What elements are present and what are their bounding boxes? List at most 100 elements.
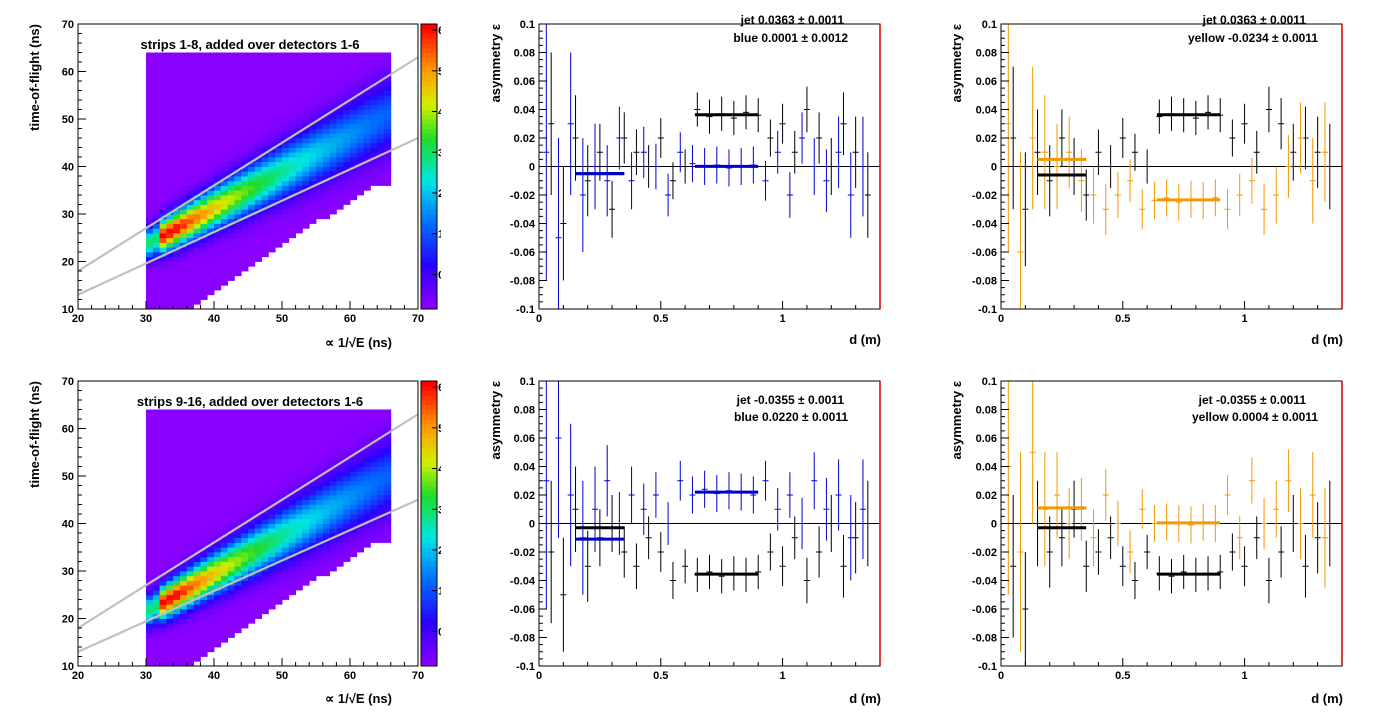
heatmap-cell xyxy=(288,185,296,191)
heatmap-cell xyxy=(350,180,358,186)
heatmap-cell xyxy=(302,499,310,505)
heatmap-cell xyxy=(152,514,160,520)
heatmap-cell xyxy=(288,209,296,215)
heatmap-cell xyxy=(356,52,364,58)
heatmap-cell xyxy=(159,485,167,491)
heatmap-cell xyxy=(173,204,181,210)
heatmap-cell xyxy=(302,218,310,224)
heatmap-cell xyxy=(227,552,235,558)
heatmap-cell xyxy=(173,499,181,505)
heatmap-cell xyxy=(329,419,337,425)
heatmap-cell xyxy=(275,166,283,172)
heatmap-cell xyxy=(329,542,337,548)
cut-line-2 xyxy=(77,137,419,296)
heatmap-cell xyxy=(146,476,154,482)
heatmap-cell xyxy=(180,537,188,543)
heatmap-cell xyxy=(220,161,228,167)
heatmap-cell xyxy=(316,166,324,172)
heatmap-cell xyxy=(193,599,201,605)
heatmap-cell xyxy=(343,176,351,182)
heatmap-cell xyxy=(261,52,269,58)
heatmap-cell xyxy=(336,109,344,115)
heatmap-cell xyxy=(186,233,194,239)
heatmap-cell xyxy=(288,157,296,163)
heatmap-cell xyxy=(295,419,303,425)
heatmap-cell xyxy=(180,656,188,662)
heatmap-cell xyxy=(146,599,154,605)
heatmap-cell xyxy=(166,147,174,153)
heatmap-cell xyxy=(370,461,378,467)
heatmap-cell xyxy=(282,504,290,510)
heatmap-cell xyxy=(261,485,269,491)
cut-line-1 xyxy=(77,413,419,629)
heatmap-cell xyxy=(241,85,249,91)
heatmap-cell xyxy=(234,114,242,120)
heatmap-cell xyxy=(316,81,324,87)
heatmap-cell xyxy=(350,419,358,425)
heatmap-cell xyxy=(309,433,317,439)
heatmap-cell xyxy=(152,485,160,491)
heatmap-cell xyxy=(254,66,262,72)
heatmap-cell xyxy=(363,537,371,543)
heatmap-cell xyxy=(193,447,201,453)
heatmap-cell xyxy=(220,504,228,510)
heatmap-cell xyxy=(302,123,310,129)
y-tick-label: -0.1 xyxy=(516,304,535,316)
heatmap-cell xyxy=(234,104,242,110)
heatmap-cell xyxy=(152,228,160,234)
heatmap-cell xyxy=(200,433,208,439)
heatmap-cell xyxy=(159,623,167,629)
heatmap-cell xyxy=(282,66,290,72)
heatmap-cell xyxy=(248,166,256,172)
heatmap-cell xyxy=(275,585,283,591)
colorbar-cell xyxy=(421,623,437,629)
heatmap-cell xyxy=(207,128,215,134)
heatmap-cell xyxy=(227,490,235,496)
heatmap-cell xyxy=(268,52,276,58)
heatmap-cell xyxy=(261,480,269,486)
heatmap-cell xyxy=(336,419,344,425)
heatmap-cell xyxy=(350,423,358,429)
heatmap-cell xyxy=(302,209,310,215)
heatmap-cell xyxy=(146,661,154,667)
heatmap-cell xyxy=(214,252,222,258)
heatmap-cell xyxy=(322,204,330,210)
heatmap-cell xyxy=(220,280,228,286)
colorbar-cell xyxy=(421,556,437,562)
heatmap-cell xyxy=(309,495,317,501)
heatmap-cell xyxy=(173,509,181,515)
colorbar-cell xyxy=(421,613,437,619)
heatmap-cell xyxy=(322,199,330,205)
heatmap-cell xyxy=(261,223,269,229)
heatmap-cell xyxy=(350,114,358,120)
colorbar-frame xyxy=(420,23,438,310)
heatmap-cell xyxy=(152,433,160,439)
heatmap-cell xyxy=(275,523,283,529)
heatmap-cell xyxy=(343,180,351,186)
heatmap-cell xyxy=(214,275,222,281)
heatmap-cell xyxy=(186,461,194,467)
heatmap-cell xyxy=(254,485,262,491)
heatmap-cell xyxy=(275,114,283,120)
heatmap-cell xyxy=(261,157,269,163)
heatmap-cell xyxy=(180,480,188,486)
heatmap-cell xyxy=(316,438,324,444)
heatmap-cell xyxy=(234,261,242,267)
heatmap-cell xyxy=(220,214,228,220)
heatmap-cell xyxy=(186,62,194,68)
heatmap-cell xyxy=(200,247,208,253)
heatmap-cell xyxy=(214,476,222,482)
heatmap-cell xyxy=(214,218,222,224)
heatmap-cell xyxy=(282,195,290,201)
heatmap-cell xyxy=(370,114,378,120)
heatmap-cell xyxy=(227,423,235,429)
heatmap-cell xyxy=(268,237,276,243)
y-tick-label: -0.06 xyxy=(510,247,535,259)
heatmap-cell xyxy=(377,433,385,439)
heatmap-cell xyxy=(350,166,358,172)
heatmap-cell xyxy=(227,166,235,172)
heatmap-cell xyxy=(254,142,262,148)
heatmap-cell xyxy=(152,480,160,486)
heatmap-cell xyxy=(384,81,392,87)
heatmap-cell xyxy=(363,485,371,491)
